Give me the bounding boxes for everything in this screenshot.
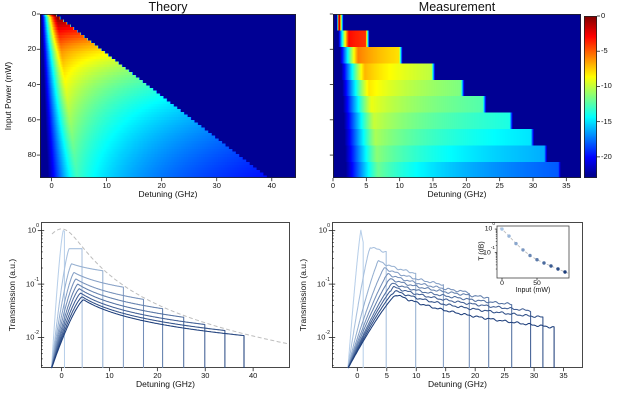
x-tick-label: 35 xyxy=(559,371,568,380)
x-tick-label: 30 xyxy=(529,371,539,380)
y-tick-label: 10-2 xyxy=(317,330,330,342)
x-tick-label: 10 xyxy=(395,181,404,190)
y-tick-label: 10-1 xyxy=(317,276,330,289)
inset-xlabel: Input (mW) xyxy=(515,287,551,294)
x-tick-label: 0 xyxy=(330,181,336,190)
x-tick-label: 10 xyxy=(102,181,111,190)
y-tick-label: 10-1 xyxy=(26,276,39,289)
theory-heatmap-xlabel: Detuning (GHz) xyxy=(138,189,198,199)
x-tick-label: 0 xyxy=(355,371,360,380)
colorbar-tick-label: -20 xyxy=(601,151,612,161)
x-tick-label: 35 xyxy=(562,181,571,190)
x-tick-label: 30 xyxy=(528,181,538,190)
y-tick-label: 100 xyxy=(318,223,330,235)
x-tick-label: 20 xyxy=(153,371,162,380)
x-tick-label: 40 xyxy=(248,371,258,380)
x-tick-label: 5 xyxy=(384,371,389,380)
colorbar-tick-label: -10 xyxy=(601,81,612,91)
measurement-heatmap-xlabel: Detuning (GHz) xyxy=(427,189,487,199)
x-tick-label: 15 xyxy=(428,181,438,190)
y-tick-label: 0 xyxy=(31,9,36,18)
x-tick-label: 40 xyxy=(267,181,276,190)
inset-x-tick-label: 50 xyxy=(533,280,541,287)
x-tick-label: 10 xyxy=(105,371,114,380)
colorbar-tick-label: -15 xyxy=(601,116,612,126)
y-tick-label: 20 xyxy=(27,44,36,54)
x-tick-label: 10 xyxy=(412,371,421,380)
inset-x-tick-label: 0 xyxy=(500,280,504,287)
y-tick-label: 80 xyxy=(27,150,36,160)
colorbar-tick-label: 0 xyxy=(601,11,606,20)
x-tick-label: 25 xyxy=(495,181,504,190)
panel-title-measurement: Measurement xyxy=(418,0,496,14)
y-tick-label: 40 xyxy=(27,79,36,89)
y-tick-label: 10-2 xyxy=(26,330,39,342)
y-tick-label: 100 xyxy=(27,223,39,235)
theory-heatmap-canvas xyxy=(40,14,296,178)
theory-spectra-xlabel: Detuning (GHz) xyxy=(135,379,196,389)
measurement-spectra-xlabel: Detuning (GHz) xyxy=(427,379,488,389)
x-tick-label: 0 xyxy=(59,371,64,380)
x-tick-label: 25 xyxy=(500,371,509,380)
theory-spectra-ylabel: Transmission (a.u.) xyxy=(7,258,17,332)
x-tick-label: 15 xyxy=(441,371,450,380)
panel-title-theory: Theory xyxy=(148,0,188,14)
measurement-spectra-ylabel: Transmission (a.u.) xyxy=(298,258,308,332)
x-tick-label: 30 xyxy=(212,181,221,190)
inset-y-tick-label: 100 xyxy=(484,222,495,233)
x-tick-label: 20 xyxy=(157,181,166,190)
x-tick-label: 20 xyxy=(471,371,480,380)
colorbar-canvas xyxy=(584,16,597,178)
measurement-heatmap-canvas xyxy=(333,14,581,178)
inset-y-tick-label: 10-1 xyxy=(483,245,495,256)
x-tick-label: 20 xyxy=(462,181,471,190)
x-tick-label: 0 xyxy=(49,181,54,190)
colorbar-tick-label: -5 xyxy=(601,46,608,56)
y-tick-label: 60 xyxy=(27,114,36,124)
x-tick-label: 30 xyxy=(201,371,210,380)
x-tick-label: 5 xyxy=(364,181,369,190)
